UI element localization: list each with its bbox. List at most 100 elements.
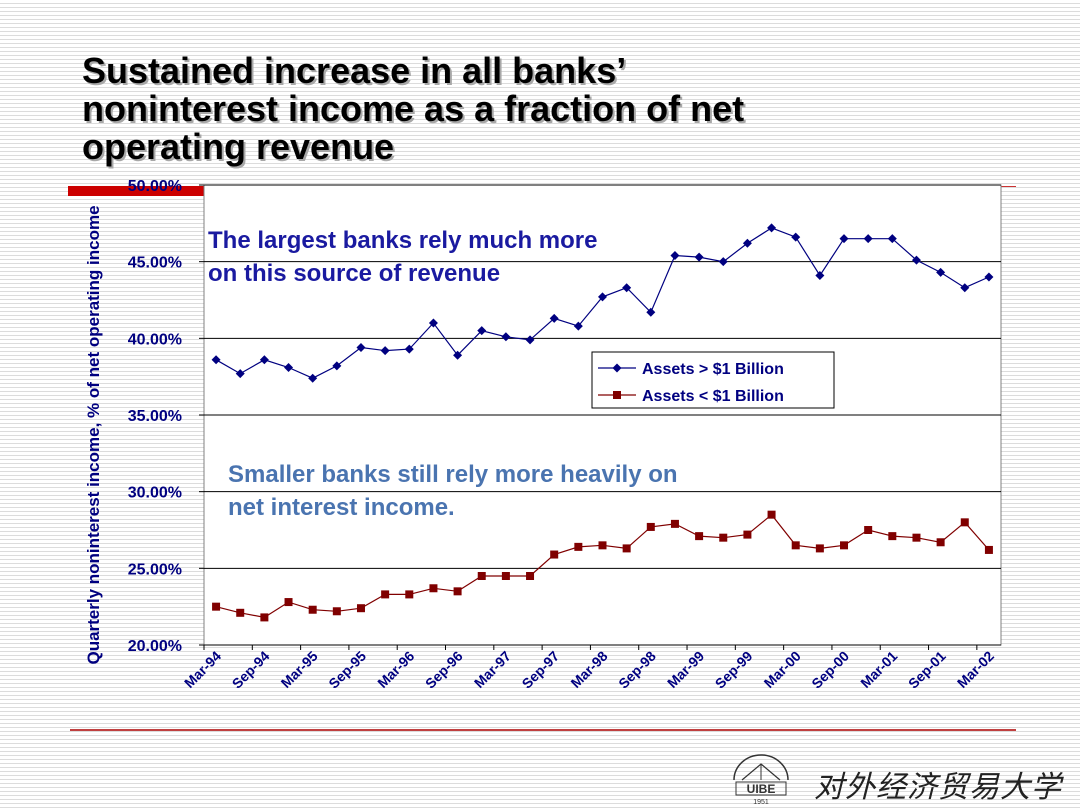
x-tick-label: Sep-97 xyxy=(519,648,563,692)
x-tick-label: Mar-97 xyxy=(471,648,514,691)
x-tick-label: Sep-96 xyxy=(422,648,466,692)
series-1-point xyxy=(718,257,728,267)
series-2-point xyxy=(743,530,752,539)
series-1-point xyxy=(815,270,825,280)
series-1-point xyxy=(911,255,921,265)
x-tick-label: Sep-94 xyxy=(229,648,273,692)
series-1-point xyxy=(380,346,390,356)
series-2-point xyxy=(236,608,245,617)
series-2-point xyxy=(308,605,317,614)
series-2-point xyxy=(719,533,728,542)
university-name: 对外经济贸易大学 xyxy=(814,770,1062,805)
series-2-point xyxy=(670,519,679,528)
series-1-point xyxy=(936,267,946,277)
series-2-point xyxy=(695,532,704,541)
series-1-point xyxy=(670,251,680,261)
series-1-point xyxy=(984,272,994,282)
series-1-point xyxy=(622,283,632,293)
series-1-point xyxy=(549,313,559,323)
series-1-point xyxy=(525,335,535,345)
x-tick-label: Mar-95 xyxy=(278,648,321,691)
series-2-point xyxy=(550,550,559,559)
series-2-point xyxy=(888,532,897,541)
series-1-point xyxy=(332,361,342,371)
series-2-point xyxy=(815,544,824,553)
legend-label-1: Assets > $1 Billion xyxy=(642,361,784,378)
series-1-point xyxy=(573,321,583,331)
series-1-point xyxy=(694,252,704,262)
series-2-point xyxy=(332,607,341,616)
x-tick-label: Mar-02 xyxy=(954,648,997,691)
series-1-point xyxy=(356,343,366,353)
series-1-point xyxy=(598,292,607,302)
series-1-point xyxy=(259,355,269,365)
series-2-point xyxy=(598,541,607,550)
y-tick-label: 45.00% xyxy=(128,255,182,272)
title-line-2: noninterest income as a fraction of net xyxy=(82,88,745,129)
series-2-point xyxy=(912,533,921,542)
series-1-point xyxy=(501,332,511,342)
legend-marker-1 xyxy=(612,363,622,373)
series-1-point xyxy=(742,238,752,248)
series-2-point xyxy=(622,544,631,553)
y-tick-label: 40.00% xyxy=(128,331,182,348)
series-1-point xyxy=(235,369,245,379)
series-2-point xyxy=(767,510,776,519)
series-2-point xyxy=(840,541,849,550)
series-1-point xyxy=(960,283,970,293)
x-tick-label: Sep-95 xyxy=(325,648,369,692)
legend-box xyxy=(591,351,835,409)
series-2-point xyxy=(453,587,462,596)
y-tick-label: 30.00% xyxy=(128,485,182,502)
series-1-point xyxy=(404,344,414,354)
series-2-point xyxy=(405,590,414,599)
x-tick-label: Mar-99 xyxy=(664,648,707,691)
series-1-point xyxy=(284,362,294,372)
x-tick-label: Sep-99 xyxy=(712,648,756,692)
series-2-point xyxy=(212,602,221,611)
legend-marker-2 xyxy=(613,391,621,399)
series-1-point xyxy=(791,232,801,242)
x-tick-label: Sep-01 xyxy=(905,648,949,692)
series-2-point xyxy=(526,572,535,580)
series-2-point xyxy=(984,545,993,554)
series-2-point xyxy=(864,526,873,534)
x-tick-label: Mar-01 xyxy=(857,648,900,691)
x-tick-label: Mar-94 xyxy=(181,648,224,691)
footer-divider xyxy=(70,729,1016,731)
y-tick-label: 35.00% xyxy=(128,408,182,425)
x-tick-label: Sep-98 xyxy=(615,648,659,692)
university-logo: UIBE 1951 对外经济贸易大学 xyxy=(728,750,1061,806)
annotation-1-line-2: on this source of revenue xyxy=(208,260,500,287)
emblem-year: 1951 xyxy=(753,799,769,806)
series-2-point xyxy=(960,518,969,527)
series-1-point xyxy=(308,373,318,383)
x-tick-label: Mar-98 xyxy=(567,648,610,691)
series-1-point xyxy=(646,307,656,317)
y-tick-label: 25.00% xyxy=(128,561,182,578)
annotation-2-line-1: Smaller banks still rely more heavily on xyxy=(228,461,678,488)
series-1-point xyxy=(767,223,777,233)
series-2-point xyxy=(791,541,800,550)
legend-label-2: Assets < $1 Billion xyxy=(642,388,784,405)
series-2-point xyxy=(381,590,390,599)
emblem-text: UIBE xyxy=(747,782,776,796)
annotation-1-line-1: The largest banks rely much more xyxy=(208,227,597,254)
title-line-1: Sustained increase in all banks’ xyxy=(82,50,627,91)
x-tick-label: Mar-00 xyxy=(761,648,804,691)
series-2-point xyxy=(646,522,655,531)
annotation-2-line-2: net interest income. xyxy=(228,494,455,521)
series-1-point xyxy=(887,234,897,244)
y-axis-label: Quarterly noninterest income, % of net o… xyxy=(84,205,103,664)
series-1-point xyxy=(477,326,487,336)
series-1-point xyxy=(839,234,849,244)
series-2-point xyxy=(574,542,583,551)
series-2-point xyxy=(260,613,269,622)
slide-title: Sustained increase in all banks’ noninte… xyxy=(82,52,982,166)
series-2-point xyxy=(429,584,438,593)
emblem-icon: UIBE 1951 xyxy=(733,754,789,806)
series-2-point xyxy=(356,604,365,613)
x-tick-label: Sep-00 xyxy=(808,648,852,692)
y-tick-label: 20.00% xyxy=(128,638,182,655)
